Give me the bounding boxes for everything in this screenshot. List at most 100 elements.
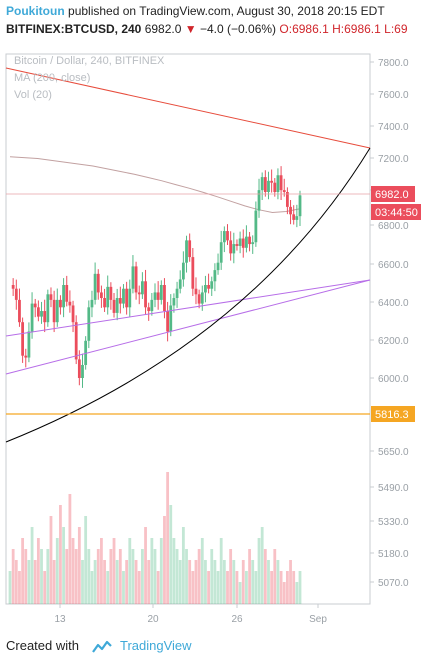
- candle-body: [200, 292, 204, 304]
- time-tick-label: 13: [54, 614, 66, 625]
- price-tick-label: 6400.0: [378, 298, 409, 309]
- candle-body: [46, 294, 50, 323]
- countdown-tag-text: 03:44:50: [375, 207, 418, 219]
- volume-bar: [191, 571, 195, 604]
- candle-body: [210, 281, 214, 289]
- volume-bar: [65, 549, 69, 604]
- volume-bar: [200, 538, 204, 604]
- candle-body: [156, 292, 160, 300]
- candle-body: [122, 288, 125, 304]
- high-value: 6986.1: [344, 22, 381, 36]
- volume-bar: [216, 571, 220, 604]
- candle-body: [40, 311, 43, 317]
- volume-bar: [153, 549, 157, 604]
- volume-bar: [150, 538, 154, 604]
- candle-body: [257, 190, 261, 211]
- price-chart[interactable]: Bitcoin / Dollar, 240, BITFINEX MA (200,…: [0, 44, 428, 634]
- candle-body: [68, 301, 72, 306]
- candle-body: [43, 311, 47, 323]
- candle-body: [229, 240, 233, 254]
- candle-body: [62, 285, 65, 308]
- candle-body: [52, 299, 56, 323]
- published-text: published on TradingView.com, August 30,…: [68, 4, 385, 18]
- candle-body: [219, 242, 223, 263]
- price-change: −4.0 (−0.06%): [199, 22, 277, 36]
- volume-bar: [55, 538, 59, 604]
- legend-symbol: Bitcoin / Dollar, 240, BITFINEX: [14, 55, 165, 67]
- volume-bar: [232, 560, 236, 604]
- volume-bar: [260, 527, 264, 604]
- candle-body: [248, 236, 251, 245]
- volume-bar: [245, 571, 248, 604]
- volume-bar: [30, 527, 34, 604]
- price-tick-label: 5180.0: [378, 549, 409, 560]
- candle-body: [33, 303, 37, 308]
- price-tick-label: 6200.0: [378, 336, 409, 347]
- resistance-trendline[interactable]: [5, 67, 371, 149]
- volume-bar: [213, 560, 217, 604]
- volume-bar: [140, 549, 144, 604]
- volume-bar: [235, 571, 239, 604]
- volume-bar: [241, 560, 245, 604]
- candle-body: [194, 288, 198, 295]
- volume-bar: [68, 494, 72, 604]
- candle-body: [96, 273, 100, 293]
- candle-body: [279, 175, 283, 191]
- candle-body: [115, 298, 119, 313]
- legend-ma: MA (200, close): [14, 72, 90, 84]
- volume-bar: [11, 549, 15, 604]
- tradingview-brand[interactable]: TradingView: [120, 638, 192, 653]
- candle-body: [14, 288, 18, 300]
- candle-body: [282, 190, 286, 192]
- candle-body: [118, 298, 122, 304]
- volume-bar: [71, 538, 75, 604]
- candle-body: [263, 177, 267, 192]
- high-label: H:: [332, 22, 345, 36]
- open-label: O:: [279, 22, 293, 36]
- volume-bar: [257, 538, 261, 604]
- volume-bar: [289, 560, 292, 604]
- volume-bar: [128, 538, 132, 604]
- price-tick-label: 5650.0: [378, 447, 409, 458]
- candle-body: [251, 242, 255, 245]
- volume-bar: [18, 571, 21, 604]
- change-down-icon: ▼: [184, 22, 197, 36]
- volume-bar: [188, 560, 192, 604]
- lower-trendline[interactable]: [5, 279, 371, 375]
- candle-body: [106, 286, 110, 308]
- volume-bar: [254, 571, 258, 604]
- candle-body: [147, 307, 151, 312]
- candle-body: [81, 364, 84, 378]
- author-name[interactable]: Poukitoun: [6, 4, 65, 18]
- candle-body: [65, 285, 69, 302]
- volume-bar: [298, 571, 302, 604]
- candle-body: [144, 281, 147, 308]
- candle-body: [74, 322, 78, 360]
- candle-body: [93, 273, 97, 300]
- candle-body: [125, 288, 129, 308]
- candle-body: [241, 238, 245, 248]
- candle-body: [204, 285, 207, 293]
- volume-bar: [125, 560, 129, 604]
- candle-body: [71, 305, 75, 323]
- candle-body: [289, 206, 292, 215]
- candle-body: [178, 279, 182, 289]
- volume-bar: [14, 560, 18, 604]
- candle-body: [77, 359, 81, 378]
- candle-body: [59, 299, 62, 308]
- created-with-text: Created with: [6, 638, 79, 653]
- volume-bar: [295, 582, 299, 604]
- candle-body: [49, 294, 53, 300]
- volume-bar: [8, 571, 12, 604]
- volume-bar: [166, 472, 170, 604]
- symbol-header: BITFINEX:BTCUSD, 240 6982.0 ▼ −4.0 (−0.0…: [6, 22, 408, 36]
- price-tick-label: 5070.0: [378, 578, 409, 589]
- support-curve[interactable]: [5, 147, 371, 443]
- lower-trendline-2[interactable]: [5, 279, 371, 337]
- volume-bar: [238, 582, 242, 604]
- level-tag: [371, 406, 415, 422]
- tradingview-logo-icon[interactable]: [91, 640, 113, 654]
- volume-bar: [84, 516, 88, 604]
- volume-bar: [131, 549, 135, 604]
- candle-body: [90, 299, 94, 308]
